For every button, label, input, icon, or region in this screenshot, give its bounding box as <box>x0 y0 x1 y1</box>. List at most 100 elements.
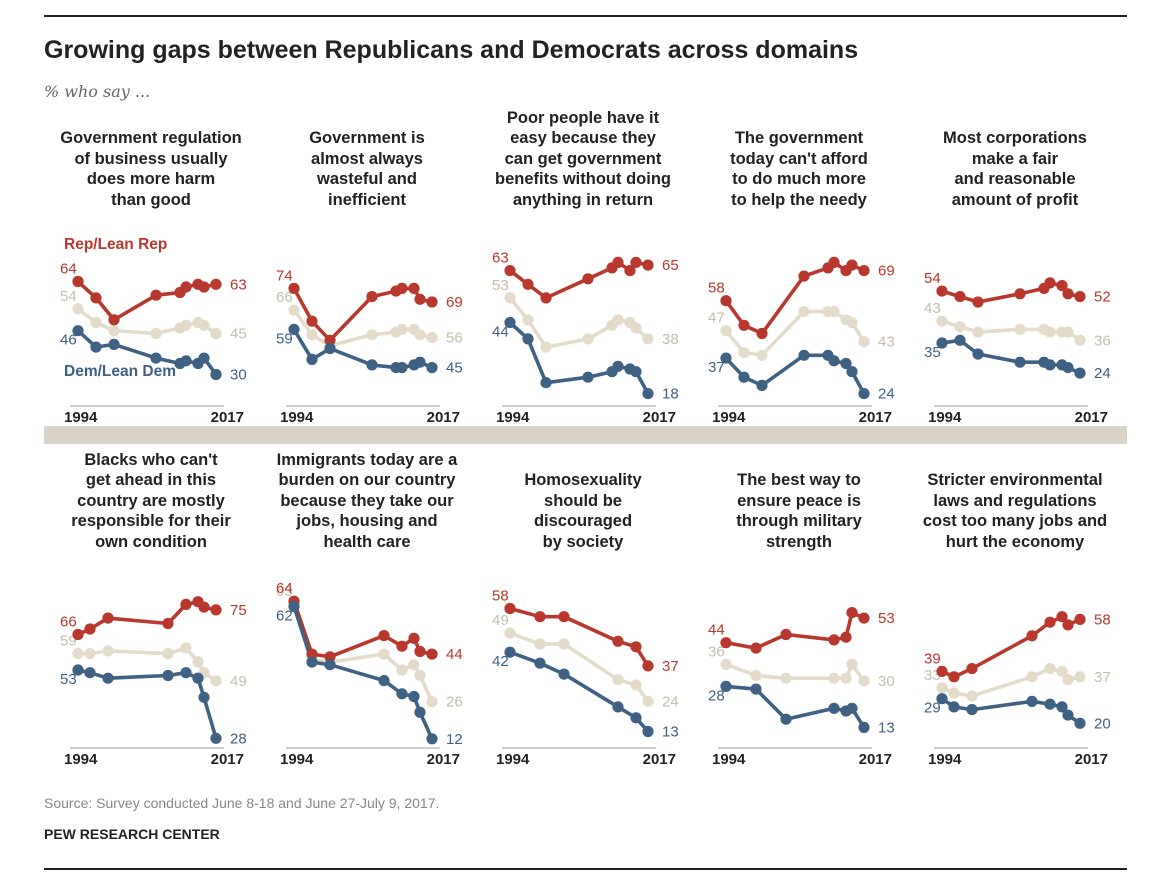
chart-title-line: Homosexuality <box>524 471 642 489</box>
data-point-dem <box>414 356 426 368</box>
value-label-first-dem: 59 <box>276 330 293 347</box>
source-note: Source: Survey conducted June 8-18 and J… <box>44 795 440 811</box>
row-divider-band <box>44 426 1127 444</box>
data-point-dem <box>756 379 768 391</box>
chart-title-line: anything in return <box>512 190 654 209</box>
data-point-total <box>966 690 978 702</box>
data-point-dem <box>504 646 516 658</box>
value-label-first-rep: 64 <box>276 580 293 597</box>
value-label-first-rep: 39 <box>924 650 941 667</box>
x-tick-label-end: 2017 <box>427 751 460 768</box>
value-label-last-rep: 52 <box>1094 289 1111 306</box>
data-point-dem <box>1062 709 1074 721</box>
data-point-total <box>210 327 222 340</box>
x-tick-label-end: 2017 <box>1075 751 1108 768</box>
data-point-total <box>72 303 84 315</box>
value-label-last-dem: 13 <box>662 724 679 741</box>
data-point-rep <box>198 601 210 613</box>
x-tick-label-end: 2017 <box>1075 409 1108 426</box>
data-point-rep <box>798 270 810 282</box>
value-label-first-dem: 28 <box>708 687 725 704</box>
data-point-total <box>426 332 438 344</box>
data-point-total <box>630 322 642 334</box>
x-tick-label-start: 1994 <box>928 409 962 426</box>
chart-title-line: to help the needy <box>731 190 867 209</box>
chart-title-line: The best way to <box>737 471 861 489</box>
data-point-rep <box>306 315 318 327</box>
data-point-dem <box>828 355 840 367</box>
data-point-total <box>972 326 984 338</box>
data-point-rep <box>306 648 318 660</box>
data-point-total <box>540 341 552 353</box>
data-point-rep <box>180 598 192 610</box>
series-line-dem <box>292 604 434 741</box>
data-point-dem <box>198 352 210 364</box>
data-point-dem <box>288 323 300 335</box>
data-point-rep <box>612 635 624 647</box>
data-point-dem <box>582 371 594 383</box>
data-point-dem <box>612 701 624 713</box>
data-point-rep <box>540 292 552 304</box>
data-point-dem <box>522 333 534 345</box>
data-point-dem <box>1014 356 1026 368</box>
data-point-rep <box>612 256 624 268</box>
chart-title-line: does more harm <box>86 170 216 188</box>
value-label-last-rep: 75 <box>230 602 247 619</box>
data-point-rep <box>1062 619 1074 631</box>
value-label-last-dem: 45 <box>446 360 463 377</box>
data-point-dem <box>1044 698 1056 710</box>
data-point-total <box>90 316 102 329</box>
data-point-rep <box>108 314 120 326</box>
data-point-dem <box>1044 359 1056 371</box>
page-title: Growing gaps between Republicans and Dem… <box>44 36 859 64</box>
top-rule <box>44 15 1127 17</box>
x-tick-label-end: 2017 <box>211 751 244 768</box>
data-point-total <box>642 333 654 345</box>
x-tick-label-start: 1994 <box>64 751 98 768</box>
chart-plot: 59 49 66 75 53 28 1994 2017 <box>60 596 247 768</box>
data-point-dem <box>180 667 192 679</box>
chart-title-line: Immigrants today are a <box>276 450 458 469</box>
data-point-dem <box>936 693 948 705</box>
data-point-total <box>612 314 624 326</box>
data-point-total <box>108 325 120 337</box>
data-point-dem <box>846 366 858 378</box>
value-label-last-dem: 12 <box>446 731 463 748</box>
data-point-dem <box>720 680 732 692</box>
data-point-rep <box>642 259 654 271</box>
data-point-total <box>858 336 870 348</box>
x-tick-label-end: 2017 <box>427 409 460 426</box>
value-label-last-total: 43 <box>878 334 895 351</box>
data-point-total <box>504 627 516 639</box>
data-point-total <box>426 696 438 708</box>
chart-title: Stricter environmental laws and regulatio… <box>908 470 1122 552</box>
chart-title: The best way to ensure peace is through mi… <box>692 470 906 552</box>
data-point-rep <box>522 278 534 290</box>
data-point-dem <box>366 359 378 371</box>
x-tick-label-end: 2017 <box>643 751 676 768</box>
data-point-total <box>396 664 408 676</box>
chart-title-line: amount of profit <box>951 190 1079 209</box>
data-point-rep <box>1074 291 1086 303</box>
chart-panel: Stricter environmental laws and regulatio… <box>908 448 1122 770</box>
value-label-last-rep: 69 <box>446 294 463 311</box>
data-point-dem <box>180 355 192 367</box>
data-point-total <box>828 306 840 318</box>
data-point-rep <box>840 631 852 643</box>
data-point-rep <box>288 282 300 294</box>
page-subtitle: % who say ... <box>44 82 151 101</box>
chart-panel: Government regulation of business usually… <box>44 106 258 428</box>
data-point-total <box>1074 334 1086 346</box>
data-point-rep <box>90 292 102 304</box>
data-point-dem <box>408 690 420 703</box>
chart-title-line: Government regulation <box>60 129 242 147</box>
data-point-dem <box>540 377 552 389</box>
data-point-rep <box>72 275 84 288</box>
data-point-dem <box>948 701 960 713</box>
data-point-total <box>192 656 204 668</box>
data-point-rep <box>1014 288 1026 300</box>
value-label-last-total: 36 <box>1094 332 1111 349</box>
value-label-first-dem: 35 <box>924 344 941 361</box>
chart-plot: 63 26 64 44 62 12 1994 2017 <box>276 580 463 768</box>
data-point-dem <box>426 362 438 374</box>
